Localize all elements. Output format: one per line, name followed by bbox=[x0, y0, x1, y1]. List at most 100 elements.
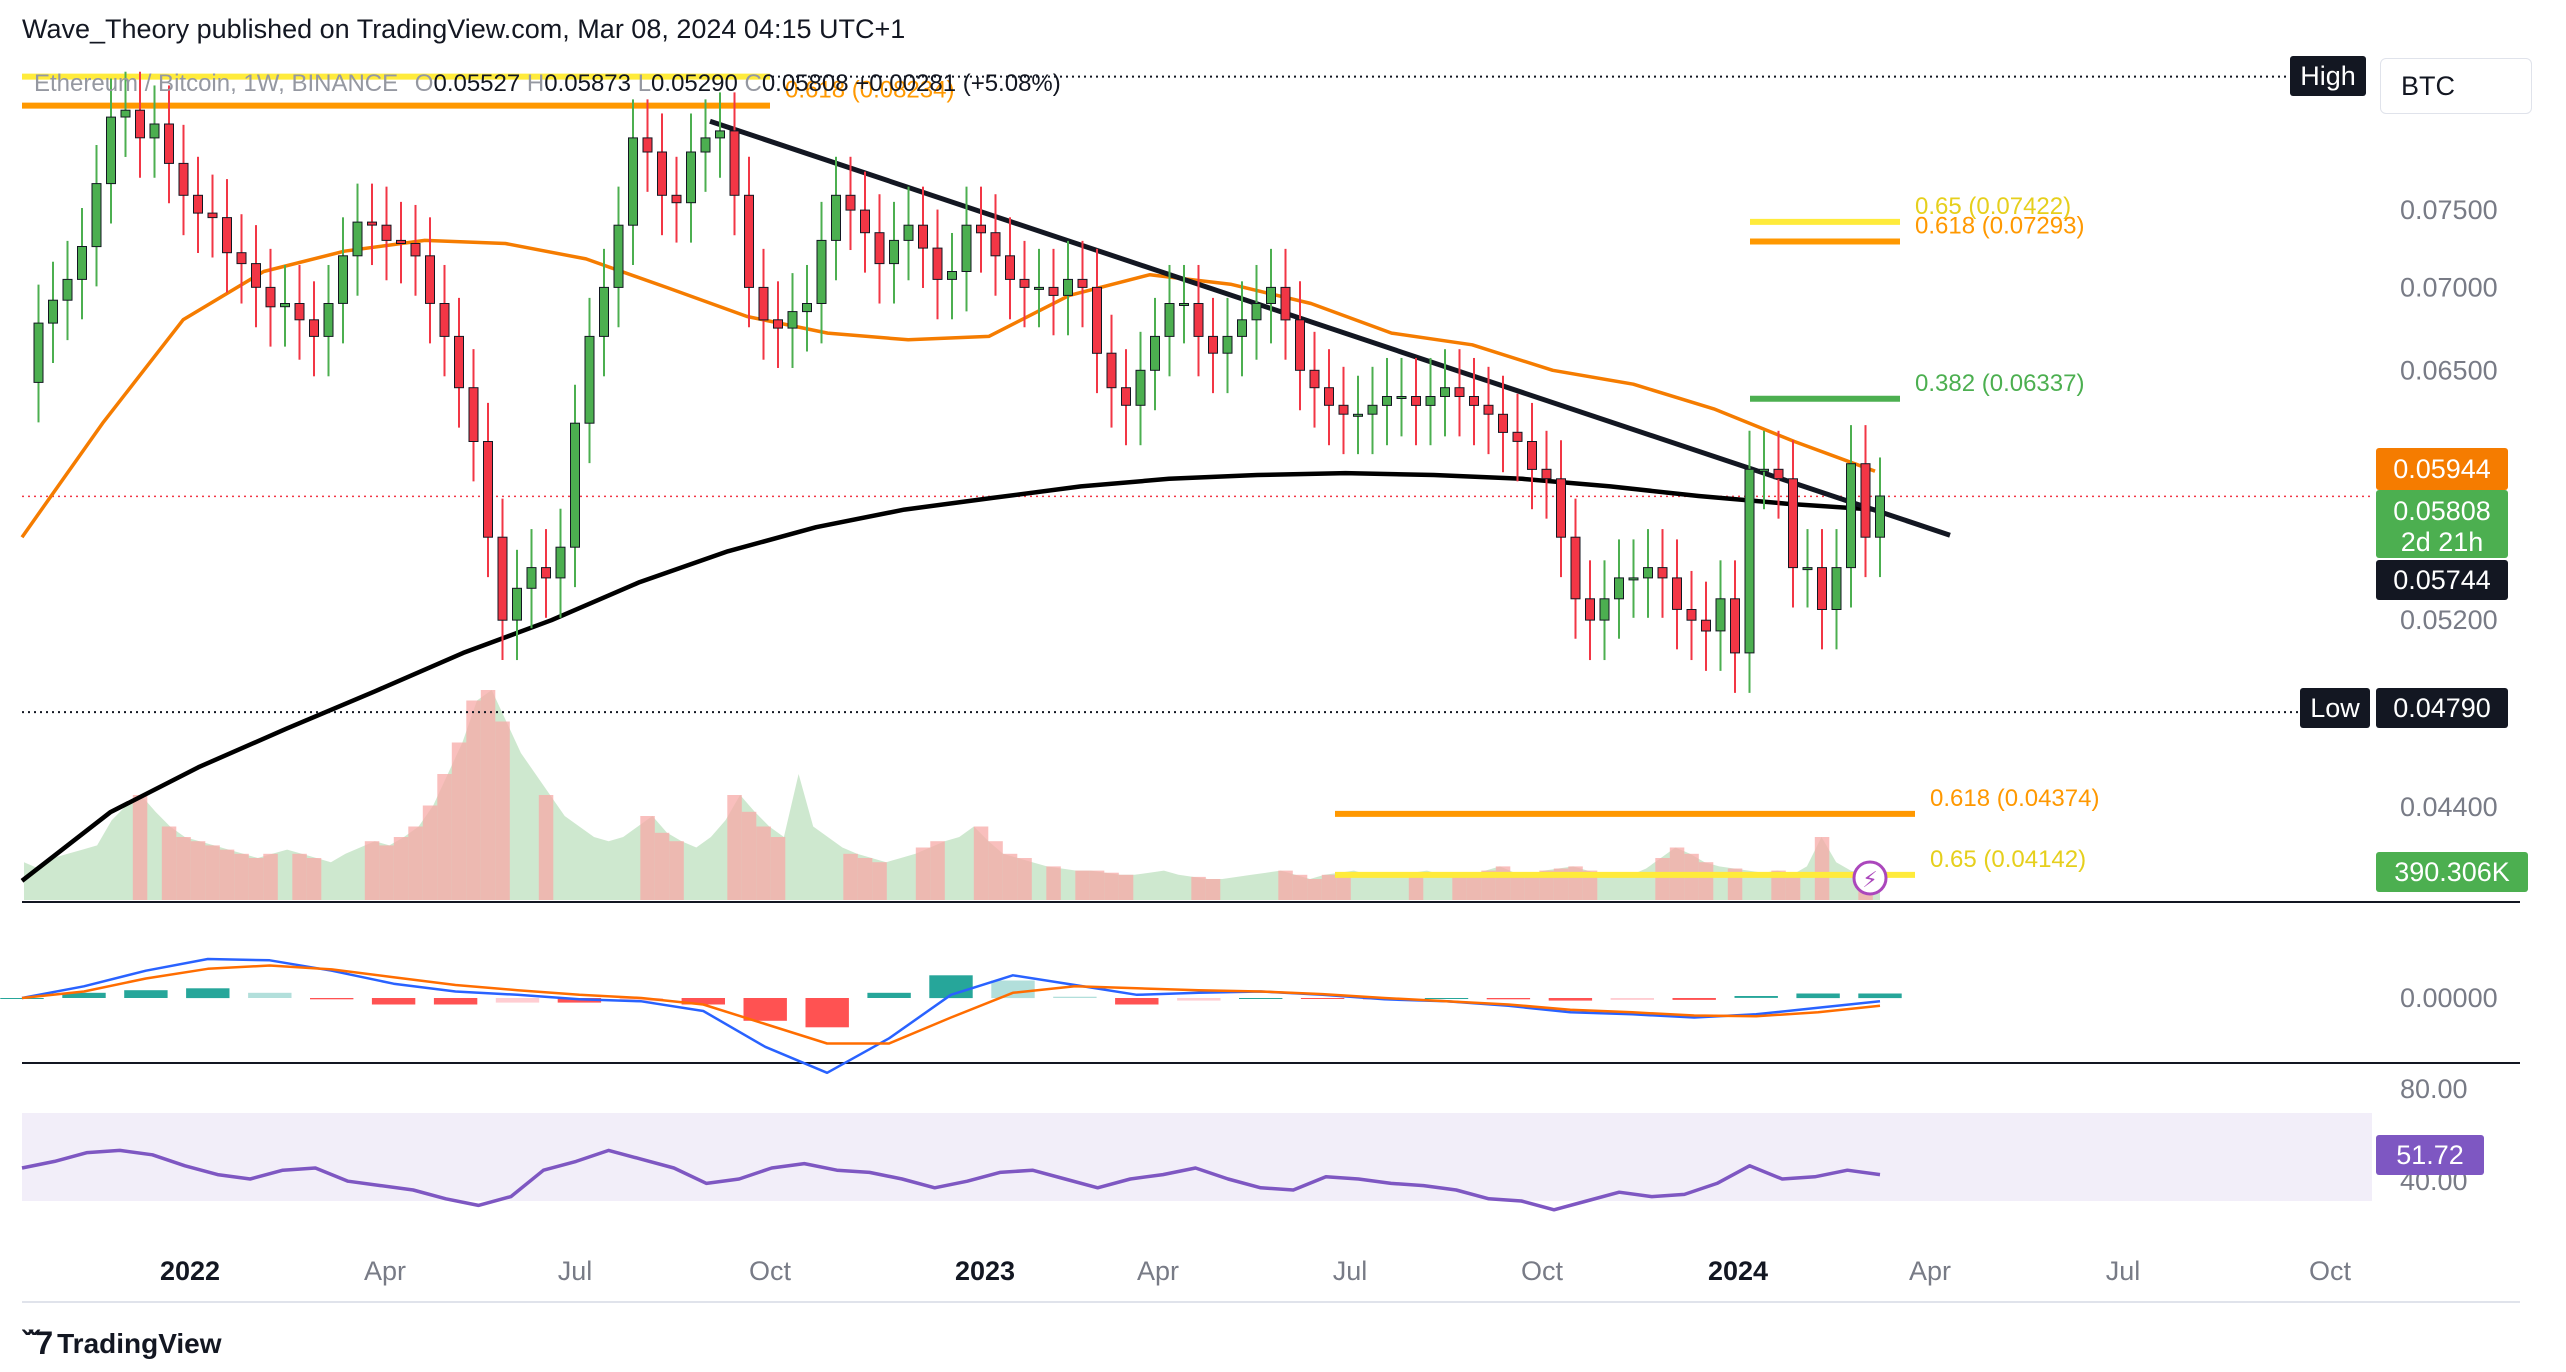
candle-up bbox=[599, 286, 609, 337]
candle-down bbox=[1817, 567, 1827, 610]
legend-open: 0.05527 bbox=[433, 70, 521, 97]
candle-down bbox=[1773, 468, 1784, 480]
candle-down bbox=[729, 130, 740, 196]
high-tag: High bbox=[2300, 61, 2356, 91]
volume-bar-down bbox=[1104, 872, 1119, 900]
volume-bar-down bbox=[669, 841, 684, 900]
macd-histogram-bar bbox=[1053, 996, 1097, 998]
macd-histogram-bar bbox=[1115, 998, 1159, 1005]
volume-bar-down bbox=[915, 847, 931, 900]
candle-up bbox=[1715, 598, 1726, 632]
candle-up bbox=[323, 303, 334, 337]
volume-bar-down bbox=[1466, 874, 1482, 900]
candle-down bbox=[1077, 278, 1088, 288]
candle-down bbox=[309, 319, 319, 337]
candle-down bbox=[1106, 352, 1117, 389]
macd-histogram-bar bbox=[1734, 996, 1778, 998]
macd-histogram-bar bbox=[1300, 998, 1345, 999]
candle-down bbox=[1541, 468, 1552, 480]
candle-down bbox=[976, 224, 986, 234]
volume-bar-down bbox=[408, 826, 423, 900]
macd-histogram-bar bbox=[310, 998, 354, 1000]
candle-down bbox=[381, 224, 392, 241]
candle-up bbox=[1150, 335, 1160, 371]
macd-panel bbox=[0, 957, 1902, 1075]
volume-bar-down bbox=[1568, 866, 1583, 900]
candle-down bbox=[1498, 413, 1508, 433]
candle-up bbox=[700, 137, 711, 153]
macd-histogram-bar bbox=[805, 998, 849, 1028]
volume-bar-down bbox=[1771, 870, 1786, 900]
volume-bar-down bbox=[263, 853, 278, 900]
candle-down bbox=[773, 319, 783, 329]
candle-up bbox=[352, 221, 363, 257]
ema-value-tag: 0.05944 bbox=[2393, 454, 2491, 484]
candle-down bbox=[1092, 286, 1102, 354]
candle-up bbox=[816, 239, 827, 304]
volume-bar-down bbox=[1046, 866, 1061, 900]
currency-button[interactable]: BTC bbox=[2380, 58, 2532, 114]
rsi-panel bbox=[21, 1148, 1881, 1212]
volume-bar-down bbox=[1205, 879, 1221, 900]
candle-up bbox=[961, 224, 972, 272]
candle-down bbox=[135, 109, 145, 139]
price-tick-label: 0.06500 bbox=[2400, 355, 2498, 385]
tradingview-logo[interactable]: ˇˇ7 TradingView bbox=[22, 1325, 222, 1362]
time-tick-label: 2022 bbox=[160, 1256, 220, 1286]
candle-up bbox=[1179, 303, 1189, 306]
candle-down bbox=[642, 137, 653, 153]
time-axis[interactable]: 2022 Apr Jul Oct 2023 Apr Jul Oct 2024 Apr Jul Oct bbox=[160, 1256, 2352, 1286]
candle-down bbox=[1121, 387, 1131, 406]
candle-up bbox=[1237, 319, 1247, 337]
time-tick-label: 2023 bbox=[955, 1256, 1015, 1286]
macd-histogram-bar bbox=[619, 998, 664, 1002]
candle-up bbox=[628, 137, 638, 226]
fib-label: 0.65 (0.07422) bbox=[1915, 193, 2071, 220]
time-tick-label: Apr bbox=[1909, 1256, 1951, 1286]
signal-line bbox=[21, 964, 1881, 1045]
rsi-tick-label: 80.00 bbox=[2400, 1074, 2468, 1104]
candle-down bbox=[236, 252, 247, 265]
macd-histogram-bar bbox=[186, 988, 230, 999]
time-tick-label: Apr bbox=[364, 1256, 406, 1286]
candle-up bbox=[77, 246, 87, 280]
candle-up bbox=[1628, 577, 1639, 581]
volume-bar-down bbox=[451, 742, 467, 900]
volume-bar-down bbox=[1495, 866, 1511, 900]
macd-histogram-bar bbox=[62, 992, 106, 998]
candle-up bbox=[1846, 463, 1856, 569]
volume-bar-down bbox=[857, 858, 873, 900]
time-tick-label: 2024 bbox=[1708, 1256, 1768, 1286]
candle-down bbox=[178, 162, 189, 196]
time-tick-label: Jul bbox=[2106, 1256, 2141, 1286]
macd-histogram-bar bbox=[1796, 993, 1840, 999]
volume-bar-down bbox=[248, 858, 264, 900]
rsi-band bbox=[22, 1113, 2372, 1201]
volume-value-tag-box bbox=[2376, 852, 2528, 892]
time-tick-label: Oct bbox=[1521, 1256, 1564, 1286]
volume-bar-down bbox=[466, 700, 481, 900]
volume-bar-down bbox=[640, 816, 655, 900]
candle-down bbox=[1324, 387, 1334, 406]
legend-high-label: H bbox=[526, 70, 545, 97]
high-tag-box bbox=[2290, 56, 2366, 96]
price-tick-label: 0.04400 bbox=[2400, 792, 2498, 822]
candle-down bbox=[1280, 286, 1291, 321]
volume-bar-down bbox=[306, 858, 322, 900]
fib-label: 0.618 (0.04374) bbox=[1930, 785, 2099, 812]
price-tick-label: 0.07000 bbox=[2400, 272, 2498, 302]
macd-histogram-bar bbox=[124, 990, 168, 998]
legend-low-label: L bbox=[637, 70, 652, 97]
time-tick-label: Apr bbox=[1137, 1256, 1179, 1286]
rsi-value-tag: 51.72 bbox=[2396, 1140, 2464, 1170]
volume-bar-down bbox=[741, 811, 757, 900]
macd-histogram-bar bbox=[371, 998, 416, 1005]
ema-value-tag-box bbox=[2376, 448, 2508, 490]
candle-down bbox=[932, 247, 943, 280]
panel-background bbox=[22, 901, 2520, 1303]
legend-symbol[interactable]: Ethereum / Bitcoin, 1W, BINANCE bbox=[34, 70, 399, 97]
candle-down bbox=[1672, 577, 1682, 610]
volume-bar-down bbox=[422, 805, 438, 900]
candle-up bbox=[1440, 387, 1450, 398]
